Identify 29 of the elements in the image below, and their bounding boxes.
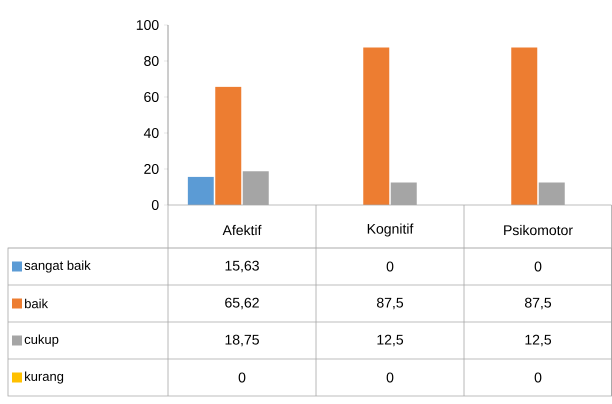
legend-label: sangat baik	[24, 260, 91, 273]
bar	[215, 86, 242, 206]
data-label: 12,5	[377, 334, 404, 346]
y-tick-label: 40	[144, 128, 159, 138]
data-label: 0	[534, 262, 542, 272]
data-label: 0	[386, 372, 394, 382]
data-label: 65,62	[225, 298, 259, 310]
data-label: 0	[534, 372, 542, 382]
data-label: 18,75	[226, 334, 259, 346]
y-tick-label: 100	[136, 20, 159, 30]
data-label: 12,5	[525, 334, 552, 346]
y-tick-label: 0	[152, 200, 159, 210]
data-label: 15,63	[226, 260, 259, 272]
data-label: 87,5	[524, 298, 552, 310]
bar	[511, 48, 538, 206]
legend-label: kurang	[25, 371, 64, 384]
x-tick-label: Psikomotor	[504, 224, 573, 236]
y-tick-label: 60	[144, 92, 159, 102]
data-label: 0	[238, 372, 246, 382]
bar	[188, 176, 214, 206]
y-tick-label: 20	[144, 164, 159, 174]
bar	[363, 48, 390, 206]
legend-label: baik	[25, 298, 48, 308]
x-tick-label: Kognitif	[368, 223, 414, 237]
x-tick-label: Afektif	[222, 224, 262, 236]
y-tick-label: 80	[144, 56, 159, 66]
data-label: 0	[386, 262, 394, 272]
legend-label: cukup	[24, 334, 58, 347]
data-label: 87,5	[376, 298, 404, 310]
